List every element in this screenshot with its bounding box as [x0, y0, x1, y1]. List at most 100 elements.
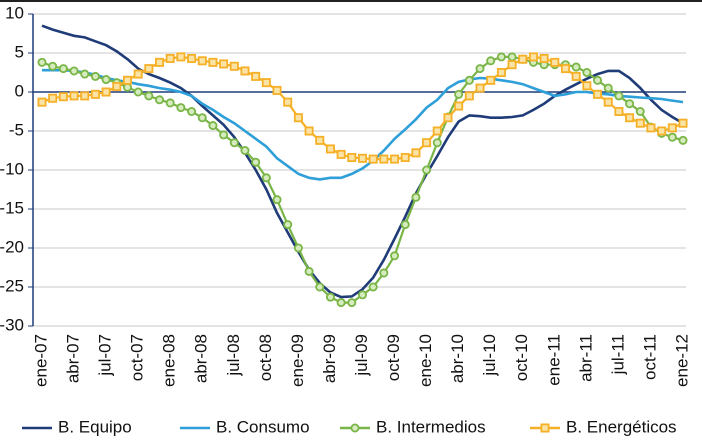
point [571, 62, 581, 72]
point [614, 107, 624, 117]
y-tick-label: -15 [0, 198, 24, 217]
point [432, 126, 442, 136]
x-tick-label: ene-07 [31, 334, 50, 387]
point [454, 89, 464, 99]
point [411, 148, 421, 158]
point [390, 154, 400, 164]
point [69, 66, 79, 76]
point [571, 71, 581, 81]
y-tick-label: -5 [9, 120, 24, 139]
point [496, 68, 506, 78]
point [336, 149, 346, 159]
x-tick-label: abr-09 [320, 334, 339, 383]
series [41, 24, 684, 299]
point [187, 53, 197, 63]
point [475, 83, 485, 93]
point [593, 75, 603, 85]
point [155, 57, 165, 67]
point [208, 121, 218, 131]
point [58, 64, 68, 74]
point [614, 91, 624, 101]
point [411, 192, 421, 202]
point [550, 57, 560, 67]
point [635, 107, 645, 117]
point [667, 132, 677, 142]
point [603, 83, 613, 93]
point [48, 61, 58, 71]
point [219, 59, 229, 69]
x-tick-label: ene-11 [544, 334, 563, 386]
x-tick-label: ene-12 [672, 334, 691, 387]
point [625, 99, 635, 109]
point [454, 101, 464, 111]
point [219, 130, 229, 140]
point [635, 118, 645, 128]
point [625, 113, 635, 123]
x-tick-label: oct-08 [256, 334, 275, 381]
y-tick-label: 10 [5, 3, 24, 22]
series [42, 68, 684, 181]
point [304, 266, 314, 276]
point [400, 220, 410, 230]
x-tick-label: ene-10 [416, 334, 435, 387]
point [283, 97, 293, 107]
point [678, 135, 688, 145]
x-tick-label: jul-07 [96, 334, 115, 377]
point [582, 68, 592, 78]
x-tick-label: oct-09 [384, 334, 403, 381]
point [464, 75, 474, 85]
point [475, 64, 485, 74]
point [101, 87, 111, 97]
point [486, 75, 496, 85]
point [133, 69, 143, 79]
point [229, 138, 239, 148]
legend-marker [540, 423, 550, 433]
point [357, 290, 367, 300]
point [678, 118, 688, 128]
point [496, 52, 506, 62]
point [144, 91, 154, 101]
point [646, 123, 656, 133]
point [325, 144, 335, 154]
point [400, 153, 410, 163]
point [90, 71, 100, 81]
x-tick-label: abr-08 [192, 334, 211, 383]
x-tick-label: oct-07 [128, 334, 147, 381]
point [603, 97, 613, 107]
point [486, 56, 496, 66]
series [37, 52, 688, 164]
point [165, 98, 175, 108]
point [251, 71, 261, 81]
y-tick-label: -10 [0, 159, 24, 178]
x-tick-label: abr-10 [448, 334, 467, 383]
x-tick-label: jul-10 [480, 334, 499, 377]
point [197, 113, 207, 123]
point [112, 82, 122, 92]
legend-marker [350, 423, 360, 433]
point [379, 268, 389, 278]
legend-label: B. Energéticos [566, 417, 677, 436]
point [293, 113, 303, 123]
point [208, 57, 218, 67]
point [528, 52, 538, 62]
x-tick-label: ene-09 [288, 334, 307, 387]
point [90, 89, 100, 99]
point [176, 52, 186, 62]
point [325, 292, 335, 302]
y-tick-label: -30 [0, 315, 24, 334]
point [229, 61, 239, 71]
point [122, 82, 132, 92]
legend-label: B. Intermedios [376, 417, 486, 436]
point [69, 91, 79, 101]
point [347, 298, 357, 308]
point [582, 81, 592, 91]
point [432, 138, 442, 148]
point [197, 56, 207, 66]
series-line [41, 24, 684, 299]
point [667, 123, 677, 133]
point [240, 145, 250, 155]
legend-label: B. Equipo [58, 417, 132, 436]
y-tick-label: 5 [15, 42, 24, 61]
point [539, 53, 549, 63]
